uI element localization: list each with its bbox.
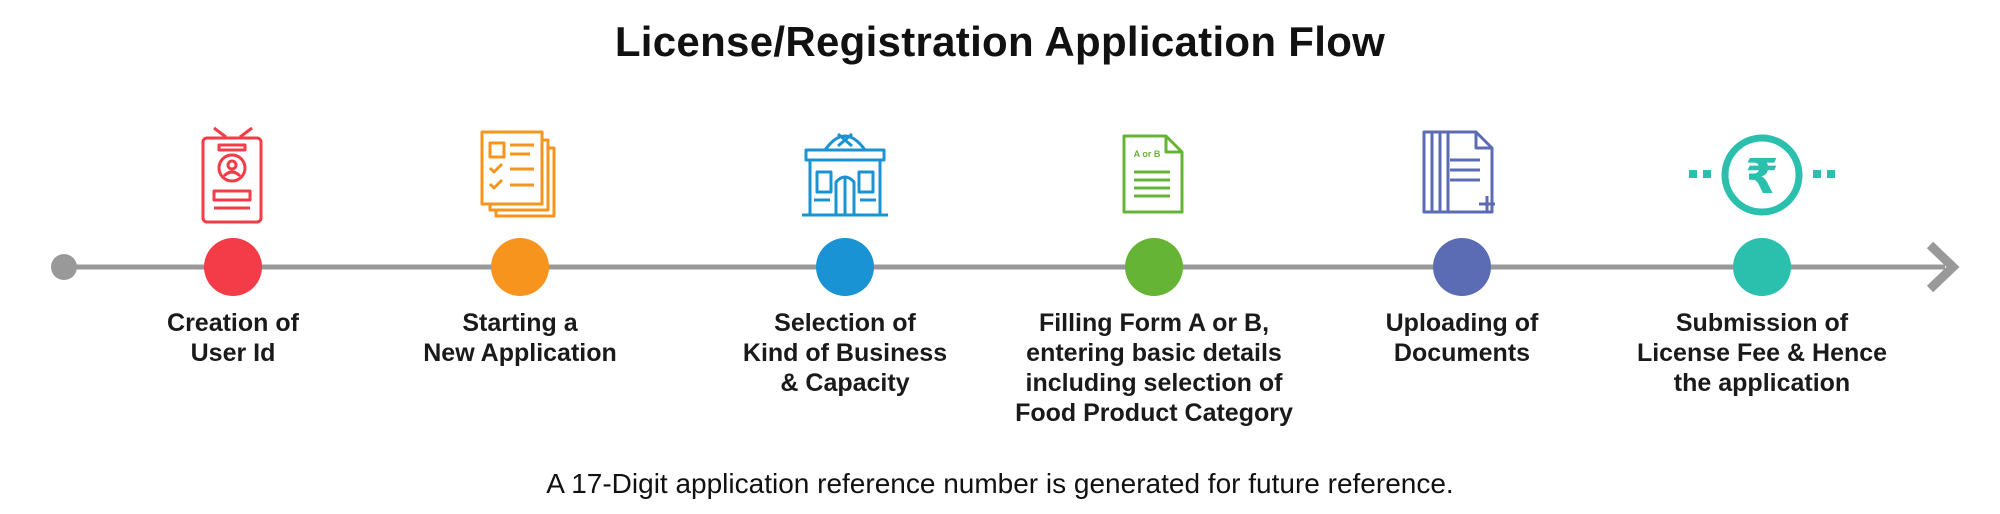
rupee-symbol: ₹ <box>1745 149 1778 205</box>
step-6-label: Submission of License Fee & Hence the ap… <box>1602 308 1922 398</box>
step-3-label-line: Kind of Business <box>742 339 948 367</box>
step-4-label: Filling Form A or B, entering basic deta… <box>994 308 1314 428</box>
reference-number-note: A 17-Digit application reference number … <box>546 468 1454 499</box>
rupee-coin-icon <box>1689 134 1835 216</box>
step-5-label-line: Documents <box>1393 339 1531 367</box>
step-3-label: Selection of Kind of Business & Capacity <box>685 308 1005 398</box>
step-6-label-line: License Fee & Hence <box>1636 339 1888 367</box>
step-2-marker <box>491 238 549 296</box>
form-document-icon-text: A or B <box>1134 149 1161 159</box>
step-1-label-line: User Id <box>190 339 276 367</box>
step-3-label-line: & Capacity <box>780 369 910 397</box>
step-6-label-line: Submission of <box>1675 309 1849 337</box>
step-1-marker <box>204 238 262 296</box>
application-form-icon <box>480 130 556 218</box>
step-6-marker <box>1733 238 1791 296</box>
timeline-start-dot <box>51 254 77 280</box>
step-3-marker <box>816 238 874 296</box>
step-4-label-line: Filling Form A or B, <box>1038 309 1270 337</box>
step-4-label-line: entering basic details <box>1026 339 1282 367</box>
step-4-label-line: including selection of <box>1025 369 1283 397</box>
step-2-label: Starting a New Application <box>360 308 680 368</box>
step-2-label-line: New Application <box>423 339 617 367</box>
step-5-label-line: Uploading of <box>1385 309 1539 337</box>
id-card-icon <box>201 126 263 224</box>
restaurant-building-icon <box>802 132 888 217</box>
step-3-label-line: Selection of <box>774 309 916 337</box>
step-2-label-line: Starting a <box>462 309 578 337</box>
step-1-label: Creation of User Id <box>73 308 393 368</box>
step-5-marker <box>1433 238 1491 296</box>
step-5-label: Uploading of Documents <box>1302 308 1622 368</box>
timeline-arrow-head <box>1926 241 1960 293</box>
step-6-label-line: the application <box>1673 369 1851 397</box>
step-1-label-line: Creation of <box>167 309 299 337</box>
page-title: License/Registration Application Flow <box>614 18 1386 65</box>
step-4-label-line: Food Product Category <box>1015 399 1293 427</box>
form-document-icon <box>1122 134 1184 214</box>
upload-documents-icon <box>1422 130 1495 214</box>
step-4-marker <box>1125 238 1183 296</box>
